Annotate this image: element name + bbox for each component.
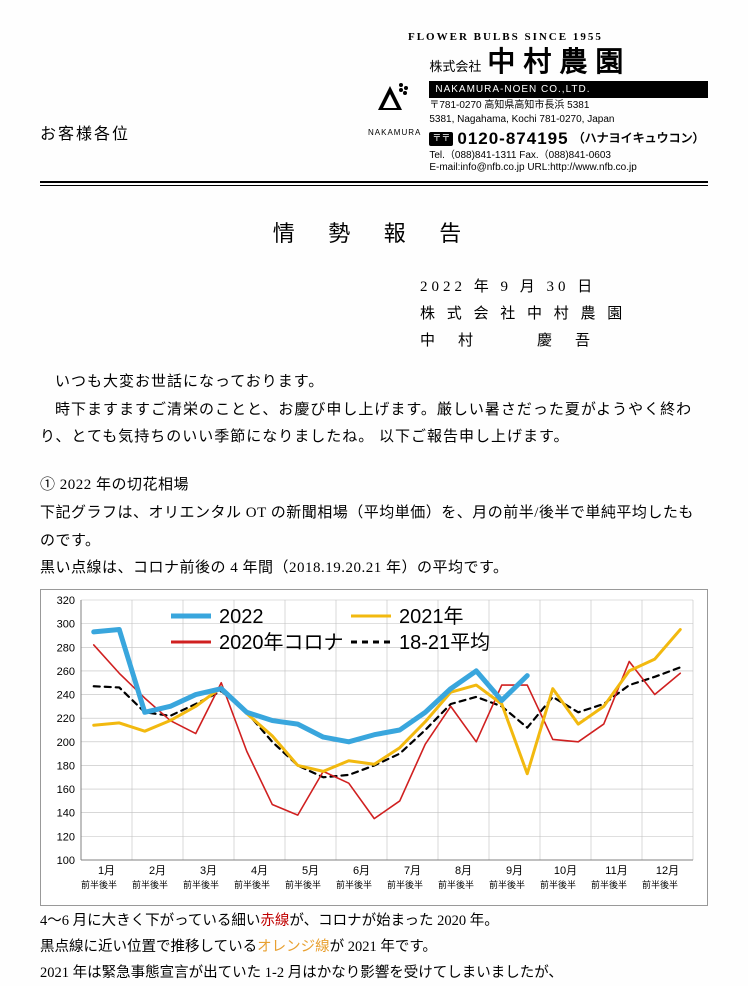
addressee: お客様各位 [40, 120, 130, 144]
tagline: FLOWER BULBS SINCE 1955 [408, 30, 708, 44]
svg-text:前半後半: 前半後半 [183, 879, 219, 890]
meta-date: 2022 年 9 月 30 日 [420, 274, 708, 301]
greeting-2: 時下ますますご清栄のことと、お慶び申し上げます。厳しい暑さだった夏がようやく終わ… [40, 397, 708, 453]
author-surname: 中 村 [420, 328, 477, 355]
svg-text:180: 180 [57, 760, 75, 772]
svg-text:前半後半: 前半後半 [387, 879, 423, 890]
svg-text:12月: 12月 [656, 865, 679, 877]
svg-text:前半後半: 前半後半 [591, 879, 627, 890]
price-chart: 100 120 140 160 180 200 220 240 260 280 300 320 1月前半… [40, 589, 708, 906]
svg-text:6月: 6月 [353, 865, 370, 877]
svg-text:140: 140 [57, 808, 75, 820]
svg-text:前半後半: 前半後半 [336, 879, 372, 890]
logo: NAKAMURA [368, 80, 421, 139]
svg-text:前半後半: 前半後半 [132, 879, 168, 890]
chart-svg: 100 120 140 160 180 200 220 240 260 280 300 320 1月前半… [41, 590, 701, 900]
svg-text:前半後半: 前半後半 [234, 879, 270, 890]
divider-thin [40, 185, 708, 186]
svg-text:2021年: 2021年 [399, 605, 464, 628]
freedial-icon: 〒〒 [429, 132, 453, 146]
svg-text:8月: 8月 [455, 865, 472, 877]
red-text: 赤線 [260, 913, 289, 929]
svg-text:200: 200 [57, 737, 75, 749]
svg-text:260: 260 [57, 666, 75, 678]
divider-thick [40, 181, 708, 183]
company-block: FLOWER BULBS SINCE 1955 NAKAMURA 株式会社 中村… [368, 30, 708, 175]
svg-text:300: 300 [57, 619, 75, 631]
letterhead: お客様各位 FLOWER BULBS SINCE 1955 NAKAMURA 株… [40, 30, 708, 175]
svg-text:100: 100 [57, 855, 75, 867]
meta-author: 中 村 慶 吾 [420, 328, 708, 355]
svg-text:10月: 10月 [554, 865, 577, 877]
svg-text:160: 160 [57, 784, 75, 796]
company-bar: NAKAMURA-NOEN CO.,LTD. [429, 81, 708, 98]
svg-text:240: 240 [57, 690, 75, 702]
svg-text:1月: 1月 [98, 865, 115, 877]
svg-text:5月: 5月 [302, 865, 319, 877]
svg-text:320: 320 [57, 595, 75, 607]
svg-text:4月: 4月 [251, 865, 268, 877]
svg-text:前半後半: 前半後半 [81, 879, 117, 890]
svg-text:3月: 3月 [200, 865, 217, 877]
tel-row: 〒〒 0120-874195 （ハナヨイキュウコン） [429, 128, 708, 150]
doc-title: 情 勢 報 告 [40, 216, 708, 248]
svg-text:2022: 2022 [219, 606, 264, 628]
section-p1: 下記グラフは、オリエンタル OT の新聞相場（平均単価）を、月の前半/後半で単純… [40, 500, 708, 556]
svg-text:7月: 7月 [404, 865, 421, 877]
logo-icon [368, 80, 412, 124]
meta-block: 2022 年 9 月 30 日 株 式 会 社 中 村 農 園 中 村 慶 吾 [420, 274, 708, 355]
svg-text:2020年コロナ: 2020年コロナ [219, 631, 344, 654]
tel-number: 0120-874195 [457, 128, 568, 150]
kabushiki: 株式会社 [429, 59, 481, 76]
contact-line1: Tel.（088)841-1311 Fax.（088)841-0603 [429, 150, 708, 163]
tel-kana: （ハナヨイキュウコン） [573, 131, 705, 147]
svg-text:220: 220 [57, 713, 75, 725]
section-1: ① 2022 年の切花相場 下記グラフは、オリエンタル OT の新聞相場（平均単… [40, 472, 708, 583]
svg-text:11月: 11月 [605, 865, 627, 877]
contact-line2: E-mail:info@nfb.co.jp URL:http://www.nfb… [429, 162, 708, 175]
svg-text:280: 280 [57, 642, 75, 654]
author-given: 慶 吾 [537, 328, 594, 355]
svg-text:120: 120 [57, 831, 75, 843]
svg-text:前半後半: 前半後半 [489, 879, 525, 890]
meta-company: 株 式 会 社 中 村 農 園 [420, 301, 708, 328]
chart-notes: 4～6 月に大きく下がっている細い赤線が、コロナが始まった 2020 年。 黒点… [40, 908, 708, 986]
note-2: 黒点線に近い位置で推移しているオレンジ線が 2021 年です。 [40, 934, 708, 960]
svg-text:前半後半: 前半後半 [438, 879, 474, 890]
greeting-1: いつも大変お世話になっております。 [40, 369, 708, 397]
address-jp: 〒781-0270 高知県高知市長浜 5381 [429, 100, 708, 113]
address-en: 5381, Nagahama, Kochi 781-0270, Japan [429, 114, 708, 127]
note-1: 4～6 月に大きく下がっている細い赤線が、コロナが始まった 2020 年。 [40, 908, 708, 934]
orange-text: オレンジ線 [257, 939, 330, 955]
brand-row: 株式会社 中村農園 [429, 44, 708, 80]
section-p2: 黒い点線は、コロナ前後の 4 年間（2018.19.20.21 年）の平均です。 [40, 555, 708, 583]
svg-text:2月: 2月 [149, 865, 166, 877]
section-head: ① 2022 年の切花相場 [40, 472, 708, 500]
svg-text:前半後半: 前半後半 [540, 879, 576, 890]
logo-label: NAKAMURA [368, 128, 421, 138]
svg-text:9月: 9月 [506, 865, 523, 877]
svg-text:18-21平均: 18-21平均 [399, 631, 490, 654]
svg-text:前半後半: 前半後半 [642, 879, 678, 890]
greeting-block: いつも大変お世話になっております。 時下ますますご清栄のことと、お慶び申し上げま… [40, 369, 708, 452]
svg-text:前半後半: 前半後半 [285, 879, 321, 890]
brand-name: 中村農園 [487, 44, 631, 80]
logo-row: NAKAMURA 株式会社 中村農園 NAKAMURA-NOEN CO.,LTD… [368, 44, 708, 174]
note-3: 2021 年は緊急事態宣言が出ていた 1-2 月はかなり影響を受けてしまいました… [40, 960, 708, 986]
